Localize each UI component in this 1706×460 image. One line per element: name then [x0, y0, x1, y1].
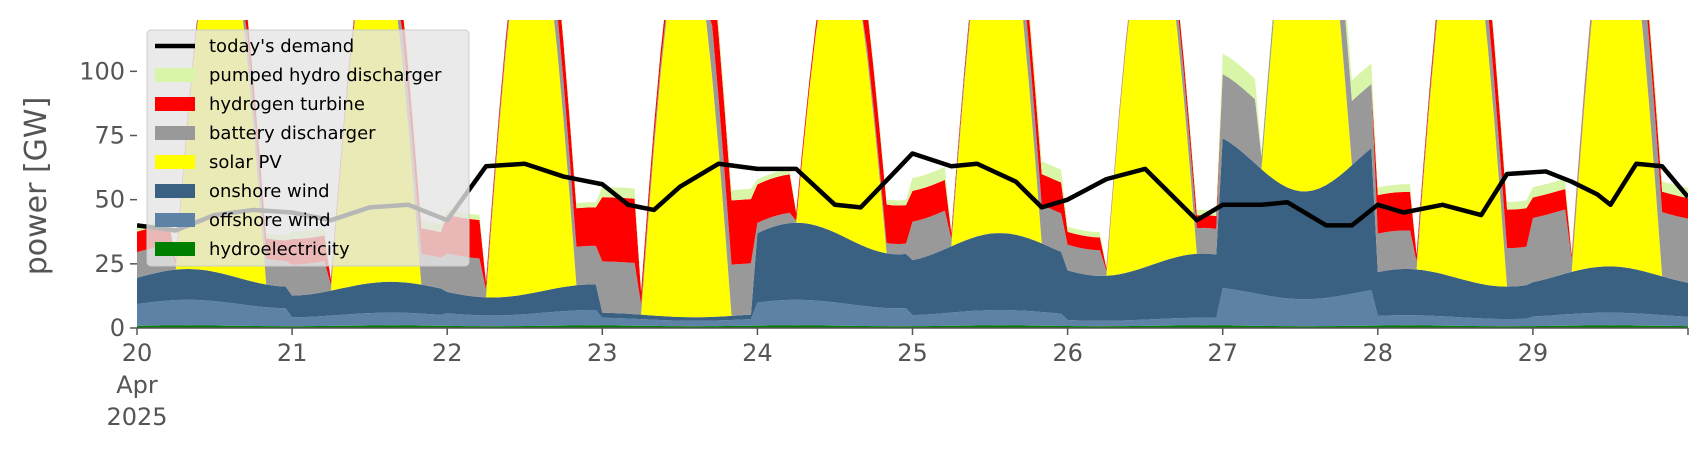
- legend-label-offshore-wind: offshore wind: [209, 210, 331, 231]
- legend-label-onshore-wind: onshore wind: [209, 181, 330, 202]
- legend-swatch-onshore-wind: [155, 184, 195, 198]
- y-axis-label: power [GW]: [19, 97, 54, 276]
- x-tick-label: 26: [1052, 339, 1083, 367]
- area-onshore-wind: [137, 138, 1688, 321]
- legend: today's demand pumped hydro discharger hyd…: [146, 29, 470, 267]
- y-tick-label: 25: [94, 250, 125, 278]
- x-tick-label: 23: [587, 339, 618, 367]
- legend-swatch-hydroelectricity: [155, 242, 195, 256]
- area-solar-pv: [137, 20, 1688, 318]
- legend-swatch-pumped-hydro-discharger: [155, 68, 195, 82]
- x-tick-label: 2025: [106, 403, 167, 431]
- x-tick-label: Apr: [116, 371, 158, 399]
- x-tick-label: 29: [1518, 339, 1549, 367]
- area-offshore-wind: [137, 288, 1688, 327]
- x-tick-label: 22: [432, 339, 463, 367]
- legend-swatch-hydrogen-turbine: [155, 97, 195, 111]
- y-tick-label: 0: [110, 314, 125, 342]
- y-tick-label: 75: [94, 122, 125, 150]
- x-tick-label: 25: [897, 339, 928, 367]
- legend-swatch-offshore-wind: [155, 213, 195, 227]
- y-tick-label: 100: [79, 57, 125, 85]
- x-tick-label: 27: [1207, 339, 1238, 367]
- legend-label-today-s-demand: today's demand: [209, 36, 354, 57]
- x-tick-label: 28: [1363, 339, 1394, 367]
- x-tick-label: 20: [122, 339, 153, 367]
- legend-label-solar-pv: solar PV: [209, 152, 282, 173]
- axes: 0 25 50 75 100 20 Apr 2025 21 22 23 24 25 26 27 28 29: [79, 57, 1689, 431]
- legend-label-hydrogen-turbine: hydrogen turbine: [209, 94, 365, 115]
- legend-label-battery-discharger: battery discharger: [209, 123, 376, 144]
- area-battery-discharger: [137, 20, 1688, 316]
- legend-label-pumped-hydro-discharger: pumped hydro discharger: [209, 65, 442, 86]
- x-tick-label: 24: [742, 339, 773, 367]
- y-tick-label: 50: [94, 186, 125, 214]
- legend-swatch-solar-pv: [155, 155, 195, 169]
- legend-box: [146, 29, 470, 267]
- legend-label-hydroelectricity: hydroelectricity: [209, 239, 350, 260]
- legend-swatch-battery-discharger: [155, 126, 195, 140]
- x-tick-label: 21: [277, 339, 308, 367]
